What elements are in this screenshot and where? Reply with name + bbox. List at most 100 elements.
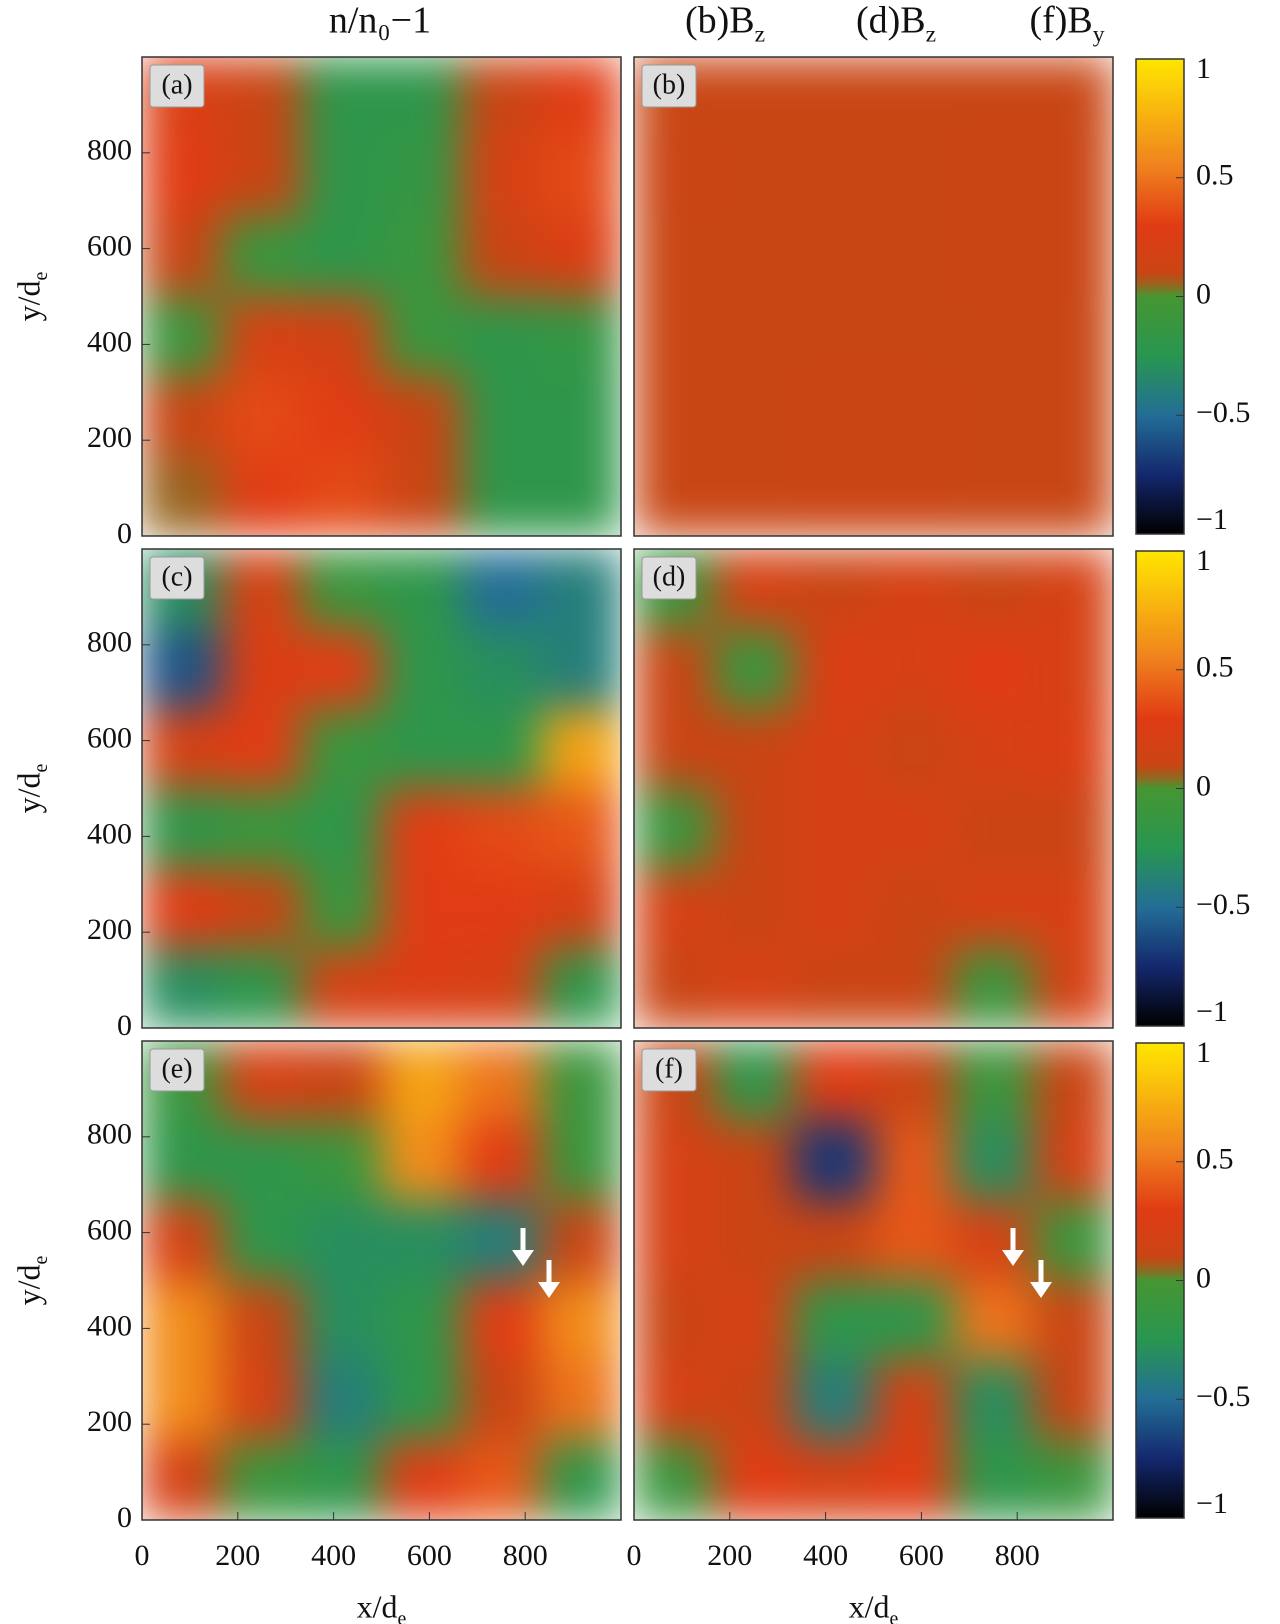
heatmap-cell bbox=[461, 788, 542, 869]
heatmap-cell bbox=[221, 136, 303, 218]
heatmap-cell bbox=[793, 1440, 874, 1521]
heatmap-cell bbox=[541, 549, 622, 630]
heatmap-cell bbox=[634, 948, 715, 1029]
colorbar-tick-label: −1 bbox=[1196, 1487, 1228, 1520]
heatmap-cell bbox=[953, 376, 1034, 457]
y-tick-label: 800 bbox=[87, 626, 132, 659]
heatmap-cell bbox=[713, 948, 795, 1029]
heatmap-cell bbox=[873, 1440, 954, 1521]
heatmap bbox=[634, 57, 1114, 537]
heatmap-cell bbox=[873, 1120, 954, 1202]
heatmap-cell bbox=[873, 57, 954, 138]
heatmap-cell bbox=[873, 1200, 954, 1281]
heatmap-cell bbox=[301, 1360, 382, 1441]
heatmap-cell bbox=[873, 1041, 954, 1122]
heatmap-cell bbox=[953, 628, 1034, 710]
heatmap-cell bbox=[793, 788, 874, 869]
heatmap-cell bbox=[634, 628, 715, 710]
arrows bbox=[512, 1228, 1052, 1298]
colorbar-tick-label: −0.5 bbox=[1196, 396, 1250, 429]
heatmap-cell bbox=[142, 788, 223, 869]
colorbar-tick-label: 0 bbox=[1196, 769, 1211, 802]
heatmap-cell bbox=[301, 1200, 382, 1281]
x-tick-label: 800 bbox=[503, 1539, 548, 1572]
heatmap-cell bbox=[301, 1041, 382, 1122]
y-tick-label: 800 bbox=[87, 134, 132, 167]
arrow bbox=[512, 1250, 534, 1266]
heatmap-cell bbox=[873, 788, 954, 869]
heatmap-cell bbox=[1033, 376, 1114, 457]
heatmap-cell bbox=[634, 296, 715, 377]
heatmap-cell bbox=[713, 628, 795, 710]
heatmap-cell bbox=[1033, 456, 1114, 537]
panel-label-box bbox=[149, 556, 205, 600]
heatmap-cell bbox=[142, 708, 223, 789]
heatmap-cell bbox=[1033, 216, 1114, 297]
heatmap-cell bbox=[381, 1440, 462, 1521]
heatmap-cell bbox=[301, 549, 382, 630]
heatmap-cell bbox=[541, 628, 622, 710]
heatmap-cell bbox=[873, 376, 954, 457]
heatmap-cell bbox=[461, 948, 542, 1029]
heatmap-cell bbox=[953, 296, 1034, 377]
heatmap-cell bbox=[142, 1280, 223, 1361]
heatmap-cell bbox=[221, 1041, 303, 1122]
heatmap-cell bbox=[461, 868, 542, 949]
heatmap-cell bbox=[873, 296, 954, 377]
heatmap-cell bbox=[541, 708, 622, 789]
panel-label-box bbox=[641, 1048, 697, 1092]
heatmap-cell bbox=[713, 1440, 795, 1521]
colorbar-tick-label: −1 bbox=[1196, 995, 1228, 1028]
heatmap-cell bbox=[381, 296, 462, 377]
heatmap-cell bbox=[541, 1280, 622, 1361]
heatmap-cell bbox=[793, 1200, 874, 1281]
panel-label: (d) bbox=[653, 561, 686, 592]
label-main: y/d bbox=[10, 1264, 46, 1305]
heatmap-cell bbox=[873, 456, 954, 537]
colorbar-tick-label: 1 bbox=[1196, 52, 1211, 85]
heatmap-cell bbox=[381, 136, 462, 218]
heatmap-cell bbox=[221, 57, 303, 138]
heatmap-cell bbox=[381, 1120, 462, 1202]
arrow bbox=[1030, 1282, 1052, 1298]
arrow bbox=[1002, 1250, 1024, 1266]
heatmap-cell bbox=[301, 216, 382, 297]
heatmap-cell bbox=[953, 868, 1034, 949]
heatmap-cell bbox=[221, 1360, 303, 1441]
heatmap-cell bbox=[301, 628, 382, 710]
heatmap-cell bbox=[381, 1360, 462, 1441]
heatmap-cell bbox=[301, 456, 382, 537]
heatmap-cell bbox=[381, 549, 462, 630]
panel-label: (a) bbox=[161, 69, 192, 100]
heatmap-cell bbox=[221, 868, 303, 949]
colorbar-tick-label: 0 bbox=[1196, 277, 1211, 310]
heatmap-cell bbox=[142, 868, 223, 949]
heatmap-cell bbox=[953, 1440, 1034, 1521]
heatmap-cell bbox=[793, 1041, 874, 1122]
heatmap-cell bbox=[541, 1200, 622, 1281]
heatmap-cell bbox=[1033, 57, 1114, 138]
x-tick-label: 0 bbox=[627, 1539, 642, 1572]
arrow bbox=[538, 1282, 560, 1298]
panel-label: (b) bbox=[653, 69, 686, 100]
heatmap-cell bbox=[1033, 1200, 1114, 1281]
colorbar-tick-label: −1 bbox=[1196, 503, 1228, 536]
label-main: (f)B bbox=[1029, 0, 1092, 42]
heatmap-cell bbox=[953, 57, 1034, 138]
heatmap-cell bbox=[1033, 549, 1114, 630]
colorbar-tick-label: 0 bbox=[1196, 1261, 1211, 1294]
heatmap-cell bbox=[541, 216, 622, 297]
heatmap-cell bbox=[461, 1440, 542, 1521]
heatmap-cell bbox=[541, 1120, 622, 1202]
heatmap-cell bbox=[301, 708, 382, 789]
heatmap-cell bbox=[634, 136, 715, 218]
heatmap-cell bbox=[142, 948, 223, 1029]
y-tick-label: 200 bbox=[87, 421, 132, 454]
axis-label: y/de bbox=[10, 763, 51, 813]
heatmap-cell bbox=[793, 376, 874, 457]
heatmap-cell bbox=[793, 456, 874, 537]
heatmap-cell bbox=[713, 57, 795, 138]
heatmap-cell bbox=[461, 1200, 542, 1281]
heatmap-cell bbox=[713, 1280, 795, 1361]
